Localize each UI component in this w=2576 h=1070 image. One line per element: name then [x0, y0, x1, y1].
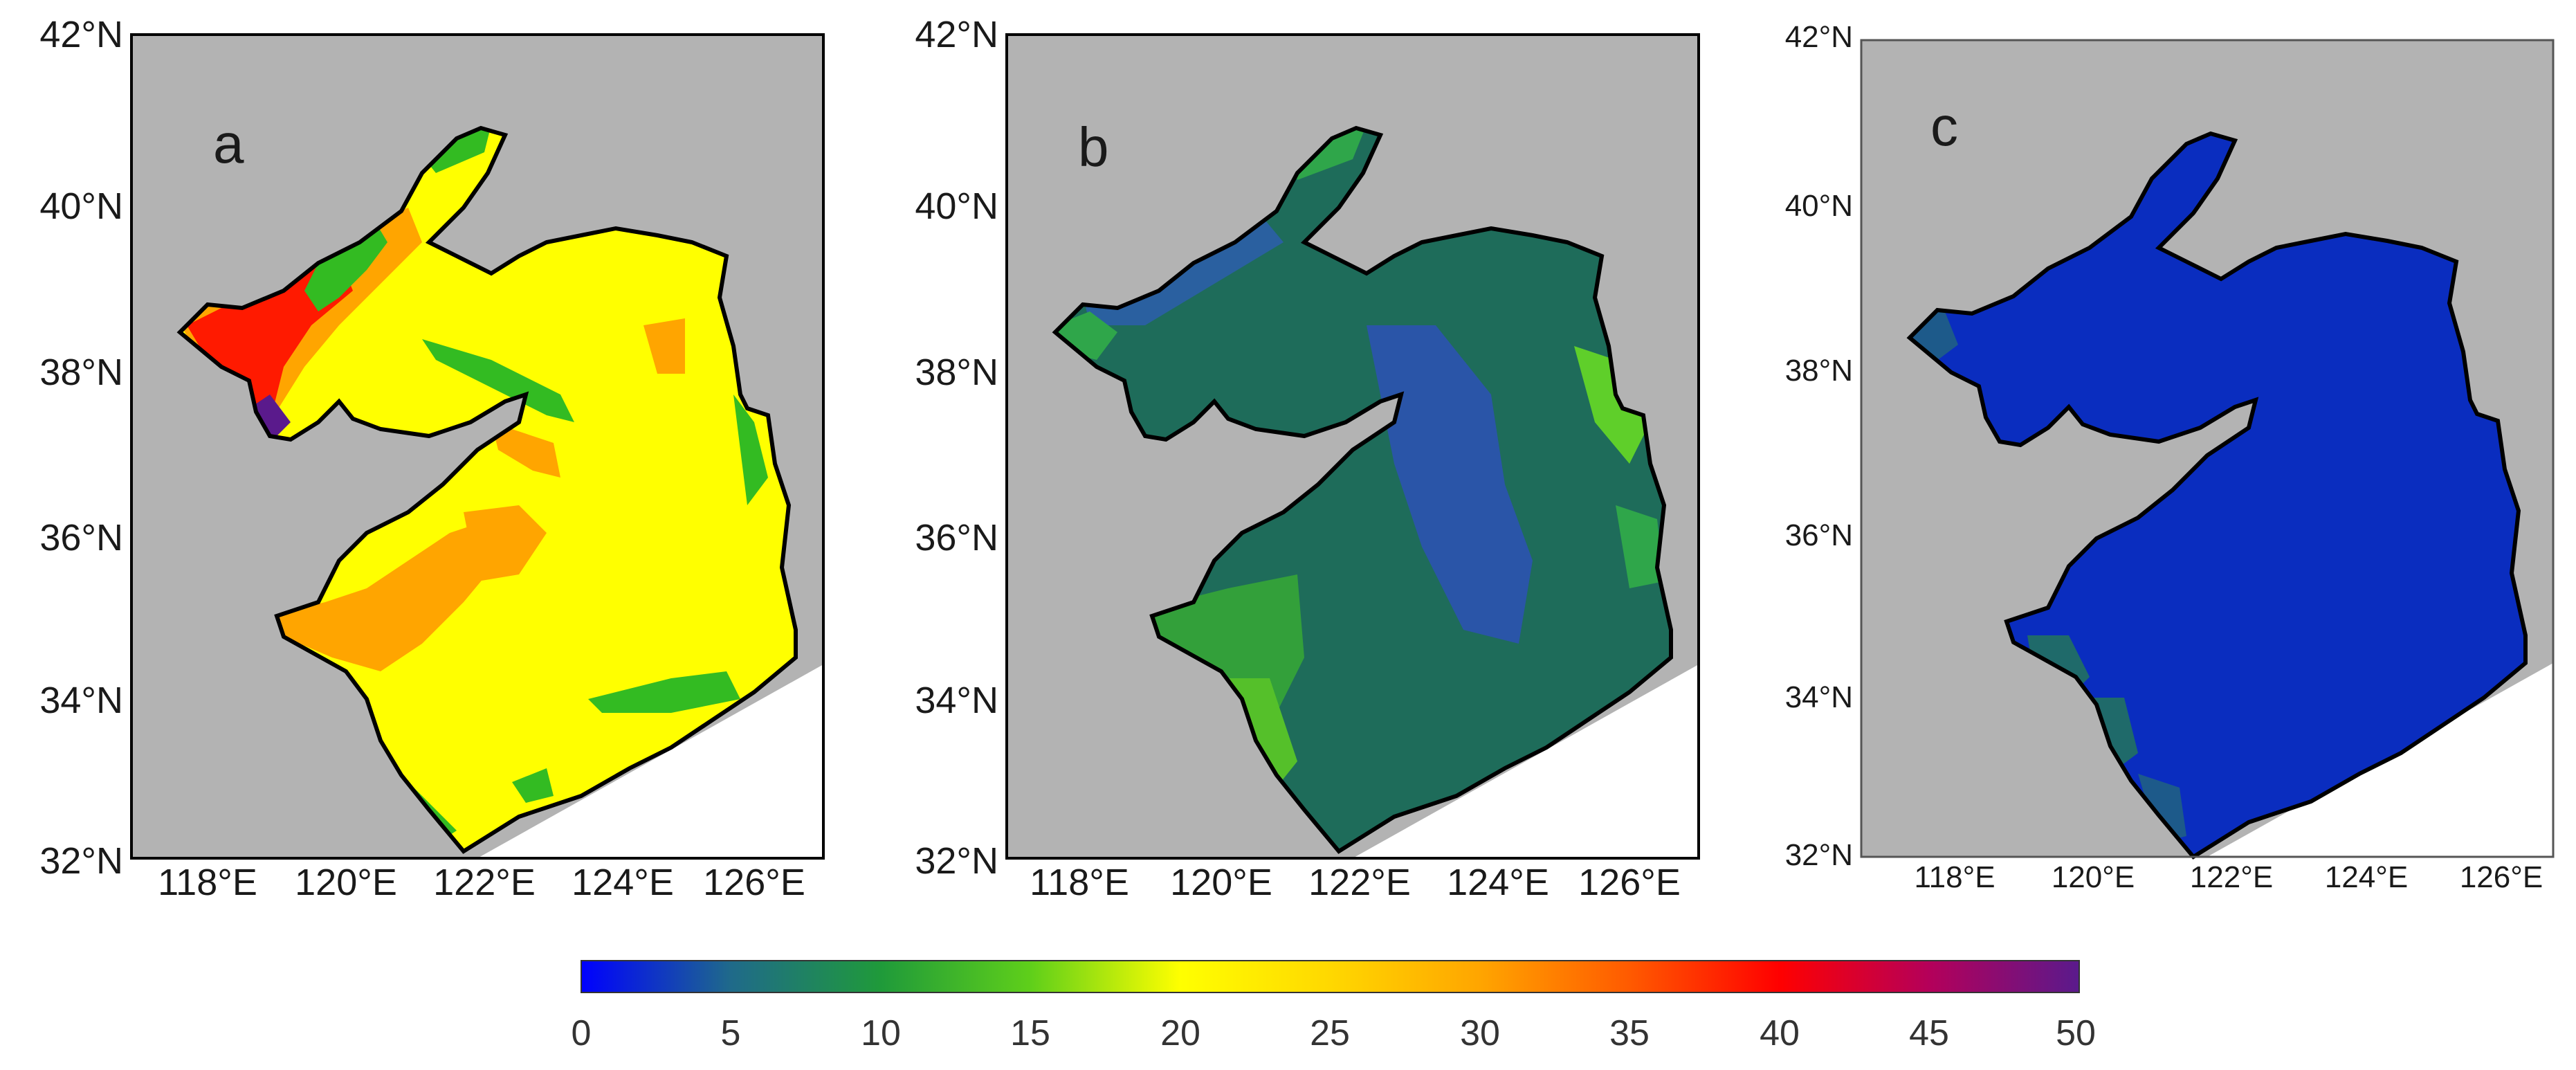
panel-a-x-tick: 124°E	[572, 862, 674, 903]
panel-c-x-tick: 120°E	[2052, 860, 2135, 894]
panel-b-x-axis: 118°E 120°E 122°E 124°E 126°E	[1030, 862, 1681, 903]
panel-a-x-tick: 118°E	[158, 862, 257, 903]
panel-c-y-tick: 36°N	[1785, 518, 1853, 552]
panel-b-x-tick: 120°E	[1170, 862, 1272, 903]
colorbar-tick: 40	[1760, 1013, 1800, 1053]
panel-c-x-tick: 126°E	[2460, 860, 2543, 894]
panel-c-y-axis: 42°N 40°N 38°N 36°N 34°N 32°N	[1785, 20, 1853, 872]
panel-a-y-tick: 42°N	[39, 14, 123, 55]
colorbar-tick: 45	[1909, 1013, 1949, 1053]
panel-a-y-tick: 38°N	[39, 352, 123, 393]
panel-c-y-tick: 34°N	[1785, 680, 1853, 714]
panel-c-y-tick: 42°N	[1785, 20, 1853, 54]
panel-c-x-tick: 118°E	[1914, 860, 1995, 894]
panel-a-x-tick: 120°E	[295, 862, 397, 903]
panel-a-map	[130, 33, 825, 860]
panel-c-y-tick: 32°N	[1785, 838, 1853, 872]
panel-c-y-tick: 40°N	[1785, 189, 1853, 223]
colorbar	[581, 960, 2080, 993]
colorbar-tick: 15	[1010, 1013, 1050, 1053]
panel-b-y-tick: 32°N	[915, 840, 998, 882]
panel-a-x-tick: 122°E	[433, 862, 536, 903]
panel-a-y-tick: 34°N	[39, 680, 123, 721]
panel-c-y-tick: 38°N	[1785, 354, 1853, 388]
panel-b-x-tick: 126°E	[1578, 862, 1681, 903]
panel-c-x-tick: 122°E	[2190, 860, 2273, 894]
panel-a-x-tick: 126°E	[703, 862, 805, 903]
panel-b-x-tick: 124°E	[1447, 862, 1549, 903]
colorbar-ticks: 0 5 10 15 20 25 30 35 40 45 50	[572, 1013, 2096, 1053]
panel-b-y-tick: 42°N	[915, 14, 998, 55]
colorbar-tick: 20	[1160, 1013, 1200, 1053]
panel-b-label: b	[1078, 116, 1109, 178]
panel-c-label: c	[1930, 96, 1958, 157]
colorbar-tick: 35	[1609, 1013, 1650, 1053]
panel-a-y-axis: 42°N 40°N 38°N 36°N 34°N 32°N	[39, 14, 123, 882]
colorbar-tick: 30	[1460, 1013, 1500, 1053]
panel-b-y-tick: 36°N	[915, 517, 998, 559]
panel-a-x-axis: 118°E 120°E 122°E 124°E 126°E	[158, 862, 805, 903]
panel-c-map	[1860, 39, 2555, 864]
panel-b-y-tick: 38°N	[915, 352, 998, 393]
panel-b-y-tick: 34°N	[915, 680, 998, 721]
colorbar-tick: 50	[2056, 1013, 2096, 1053]
colorbar-tick: 5	[721, 1013, 741, 1053]
panel-b-map	[1005, 33, 1700, 860]
panel-b-x-tick: 118°E	[1030, 862, 1129, 903]
colorbar-tick: 10	[861, 1013, 901, 1053]
panel-c-x-axis: 118°E 120°E 122°E 124°E 126°E	[1914, 860, 2543, 894]
panel-a-y-tick: 40°N	[39, 185, 123, 227]
panel-b-y-axis: 42°N 40°N 38°N 36°N 34°N 32°N	[915, 14, 998, 882]
panel-a-label: a	[213, 113, 244, 174]
panel-c-x-tick: 124°E	[2325, 860, 2408, 894]
panel-b-y-tick: 40°N	[915, 185, 998, 227]
colorbar-tick: 0	[572, 1013, 592, 1053]
panel-a-y-tick: 32°N	[39, 840, 123, 882]
panel-b-x-tick: 122°E	[1308, 862, 1411, 903]
panel-a-y-tick: 36°N	[39, 517, 123, 559]
colorbar-tick: 25	[1310, 1013, 1350, 1053]
